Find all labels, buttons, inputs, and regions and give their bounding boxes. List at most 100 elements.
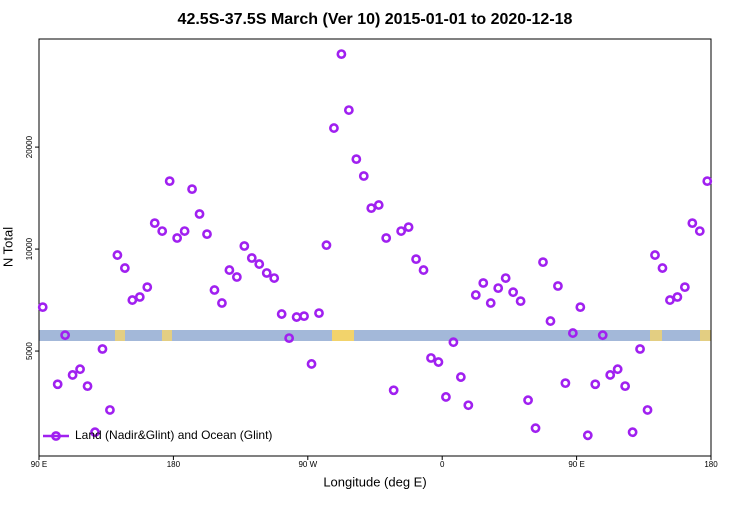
- data-point: [575, 302, 586, 313]
- data-point: [448, 337, 459, 348]
- x-axis-title: Longitude (deg E): [323, 474, 426, 489]
- data-point: [37, 302, 48, 313]
- data-point: [500, 273, 511, 283]
- x-tick-label: 90 E: [31, 460, 47, 469]
- data-point: [52, 379, 63, 390]
- data-point: [60, 330, 71, 341]
- data-point: [269, 273, 280, 283]
- data-point: [82, 381, 93, 392]
- data-point: [485, 298, 496, 308]
- land-band: [332, 330, 354, 341]
- legend-marker: [51, 431, 61, 441]
- y-axis-title: N Total: [0, 227, 15, 267]
- data-point: [702, 176, 713, 187]
- data-point: [90, 427, 100, 438]
- data-point: [426, 353, 436, 363]
- data-point: [75, 364, 85, 375]
- data-point: [134, 292, 145, 302]
- data-point: [209, 285, 220, 295]
- data-point: [67, 370, 78, 380]
- data-point: [127, 295, 138, 305]
- x-tick-label: 180: [704, 460, 718, 469]
- x-tick-label: 180: [167, 460, 181, 469]
- data-point: [224, 265, 235, 275]
- data-point: [590, 379, 601, 390]
- y-tick-label: 20000: [25, 135, 34, 158]
- land-band: [115, 330, 125, 341]
- x-tick-label: 0: [440, 460, 445, 469]
- data-point: [194, 209, 205, 219]
- data-point: [582, 430, 593, 441]
- data-point: [246, 253, 257, 263]
- data-point: [433, 357, 444, 367]
- surface-band: [39, 330, 711, 341]
- data-point: [179, 226, 190, 236]
- data-point: [231, 272, 242, 282]
- data-point: [187, 184, 197, 195]
- land-band: [162, 330, 172, 341]
- data-point: [276, 309, 287, 319]
- data-point: [657, 263, 668, 273]
- data-point: [612, 364, 623, 375]
- data-point: [314, 308, 324, 319]
- data-point: [553, 281, 563, 291]
- data-point: [381, 233, 392, 243]
- data-point: [321, 240, 332, 251]
- data-point: [418, 265, 429, 275]
- data-point: [351, 154, 362, 165]
- data-point: [396, 226, 407, 236]
- legend-label: Land (Nadir&Glint) and Ocean (Glint): [75, 428, 272, 442]
- data-point: [455, 372, 466, 382]
- data-point: [105, 405, 115, 415]
- data-point: [97, 344, 108, 354]
- data-point: [306, 359, 317, 369]
- data-point: [523, 395, 533, 406]
- chart-title: 42.5S-37.5S March (Ver 10) 2015-01-01 to…: [178, 11, 573, 28]
- data-point: [239, 241, 250, 251]
- data-point: [202, 229, 212, 240]
- data-point: [508, 287, 519, 298]
- data-point: [478, 278, 489, 288]
- data-point: [343, 105, 354, 115]
- ocean-band: [39, 330, 711, 341]
- data-point: [642, 405, 653, 415]
- data-point: [635, 344, 645, 354]
- x-tick-label: 90 E: [568, 460, 584, 469]
- x-tick-label: 90 W: [298, 460, 317, 469]
- land-band: [700, 330, 711, 341]
- plot-frame: [38, 38, 712, 457]
- data-point: [493, 283, 504, 294]
- data-point: [291, 312, 302, 322]
- data-point: [284, 333, 295, 344]
- data-point: [605, 370, 616, 380]
- data-point: [329, 123, 339, 133]
- data-point: [470, 290, 481, 300]
- data-point: [366, 203, 377, 214]
- data-point: [620, 381, 631, 392]
- data-point: [142, 282, 153, 293]
- data-point: [665, 295, 675, 305]
- data-point: [411, 254, 421, 265]
- data-point: [545, 316, 556, 326]
- data-point: [157, 226, 168, 236]
- data-point: [672, 292, 683, 302]
- y-tick-label: 5000: [25, 342, 34, 360]
- data-point: [567, 328, 578, 338]
- data-point: [687, 218, 698, 229]
- data-point: [388, 385, 399, 396]
- land-band: [650, 330, 662, 341]
- data-point: [261, 268, 272, 278]
- data-point: [299, 311, 309, 322]
- data-point: [441, 392, 451, 402]
- data-point: [358, 171, 369, 181]
- data-point: [254, 259, 265, 269]
- data-point: [650, 250, 660, 260]
- data-point: [679, 282, 690, 293]
- data-point: [463, 400, 474, 411]
- data-point: [530, 423, 541, 434]
- data-point: [164, 176, 175, 187]
- data-point: [119, 263, 130, 273]
- data-point: [373, 200, 384, 210]
